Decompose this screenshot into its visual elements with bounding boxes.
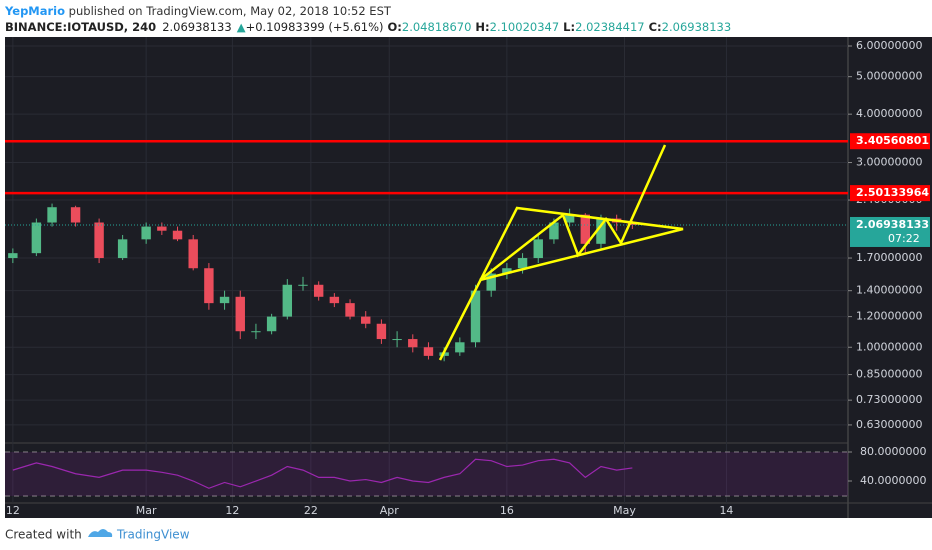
zigzag [479,144,667,281]
level-label: 3.40560801 [856,134,929,147]
candle-body [376,323,387,340]
x-tick-label: 12 [6,504,20,517]
candle-body [94,222,104,259]
candle-body [313,284,324,297]
y-tick-label: 1.70000000 [856,251,922,264]
candle-body [329,296,340,304]
candle-body [219,296,230,304]
header-line: YepMario published on TradingView.com, M… [4,4,392,18]
candle-body [502,268,512,274]
change: +0.10983399 (+5.61%) [246,20,384,34]
candle-body [549,222,559,240]
published: published on TradingView.com, May 02, 20… [65,4,392,18]
last-price-box [850,216,930,247]
y-tick-label: 1.20000000 [856,310,922,323]
candle-body [596,218,606,244]
countdown: 07:22 [888,232,920,245]
x-tick-label: Apr [380,504,400,517]
y-tick-label: 1.00000000 [856,340,922,353]
ohlc-value: 2.10020347 [490,20,560,34]
y-tick-label: 5.00000000 [856,70,922,83]
x-tick-label: May [613,504,636,517]
candle-body [266,316,277,332]
ohlc-label: O: [388,20,402,34]
candle-body [188,239,198,269]
ohlc-label: L: [563,20,575,34]
up-arrow: ▲ [237,20,246,34]
x-tick-label: Mar [136,504,157,517]
candle-body [141,226,151,240]
y-tick-label: 0.73000000 [856,393,922,406]
y-tick-label: 3.00000000 [856,156,922,169]
candle-body [282,284,293,317]
candle-body [8,253,18,259]
candle-body [455,342,465,353]
candle-body [235,296,245,332]
candle-body [533,239,543,259]
candle-body [564,214,575,223]
last: 2.06938133 [162,20,232,34]
level-label-box [850,133,930,150]
candle-body [70,207,81,223]
candle-body [31,222,42,254]
ohlc-label: H: [475,20,489,34]
x-tick-label: 16 [500,504,514,517]
x-tick-label: 14 [719,504,733,517]
ohlc-value: 2.04818670 [402,20,472,34]
candle-body [251,331,261,333]
candle-body [204,268,214,304]
candle-body [47,207,57,223]
drawings [438,144,684,361]
candle-body [392,339,402,341]
y-tick-label: 0.63000000 [856,418,922,431]
candle-body [172,230,183,240]
candle-body [517,258,528,269]
y-tick-label: 1.40000000 [856,284,922,297]
tv-logo [88,529,113,537]
x-tick-label: 12 [225,504,239,517]
candle-body [580,214,591,244]
y-tick-label: 0.85000000 [856,368,922,381]
candle-body [408,339,418,348]
rsi-tick-label: 80.0000000 [860,445,926,458]
author[interactable]: YepMario [4,4,65,18]
symbol: BINANCE:IOTAUSD, 240 [5,20,156,34]
candle-body [470,290,481,343]
y-tick-label: 4.00000000 [856,107,922,120]
level-label-box [850,185,930,202]
candle-body [117,239,128,259]
rsi-tick-label: 40.0000000 [860,474,926,487]
ohlc-label: C: [649,20,662,34]
chart-area [5,37,932,518]
ohlc-value: 2.02384417 [575,20,645,34]
candle-body [486,273,496,291]
ohlc-value: 2.06938133 [662,20,732,34]
candle-body [423,347,434,356]
footer-created: Created with [5,528,82,542]
candle-body [298,284,308,286]
level-label: 2.50133964 [856,186,929,199]
candle-body [361,316,371,324]
rsi-background [5,452,848,496]
candle-body [157,226,167,231]
y-tick-label: 6.00000000 [856,39,922,52]
candle-body [345,303,355,317]
last-price-label: 2.06938133 [856,218,929,231]
symbol-legend: BINANCE:IOTAUSD, 240 2.06938133 ▲+0.109833… [5,20,731,34]
x-tick-label: 22 [304,504,318,517]
footer-brand[interactable]: TradingView [116,528,190,542]
rsi-line [12,458,633,489]
wedge [438,206,684,361]
